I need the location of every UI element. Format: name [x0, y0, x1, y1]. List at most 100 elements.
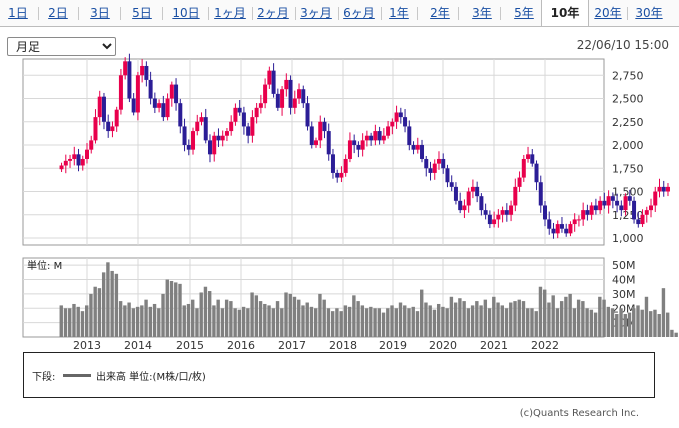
volume-bar [420, 289, 424, 337]
candle-body [543, 205, 547, 220]
volume-tick-label: 30M [612, 288, 636, 301]
volume-bar [564, 296, 568, 337]
tab-2ヶ月[interactable]: 2ヶ月 [257, 6, 289, 20]
candle-body [148, 79, 153, 99]
tab-1ヶ月[interactable]: 1ヶ月 [214, 6, 246, 20]
candle-body [335, 172, 340, 178]
volume-bar [610, 308, 615, 337]
tab-30年[interactable]: 30年 [635, 6, 663, 20]
candle-body [271, 70, 276, 94]
volume-bar [500, 305, 504, 337]
tab-5年[interactable]: 5年 [514, 6, 534, 20]
volume-bar [118, 301, 123, 337]
year-tick-label: 2015 [176, 339, 204, 350]
candle-body [174, 84, 179, 104]
legend-text: 出来高 単位:(M株/口/枚) [96, 372, 206, 383]
candle-body [657, 186, 662, 192]
volume-bar [407, 308, 411, 337]
candle-body [661, 186, 666, 192]
volume-bar [504, 308, 509, 337]
volume-bar [101, 272, 106, 337]
candle-body [526, 154, 531, 159]
tab-10日[interactable]: 10日 [172, 6, 200, 20]
volume-bar [241, 306, 246, 337]
volume-bar [653, 309, 657, 337]
volume-bar [589, 309, 594, 337]
volume-bar [487, 308, 492, 337]
volume-bar [89, 293, 93, 337]
volume-bar [106, 262, 110, 337]
tab-3年[interactable]: 3年 [472, 6, 492, 20]
candle-body [339, 172, 344, 178]
volume-bar [670, 329, 674, 337]
candle-body [250, 117, 255, 136]
candle-body [420, 145, 425, 159]
tab-3日[interactable]: 3日 [90, 6, 110, 20]
volume-bar [394, 308, 398, 337]
volume-bar [360, 305, 365, 337]
volume-bar [530, 308, 534, 337]
volume-bar [72, 303, 76, 337]
volume-bar [364, 308, 369, 337]
candle-body [538, 182, 543, 206]
volume-bar [521, 301, 526, 337]
candle-body [207, 140, 212, 155]
tab-1年[interactable]: 1年 [389, 6, 409, 20]
volume-bar [623, 314, 627, 337]
tab-1日[interactable]: 1日 [8, 6, 28, 20]
candle-body [85, 149, 89, 159]
tab-20年[interactable]: 20年 [594, 6, 622, 20]
candle-body [593, 205, 598, 211]
tab-5日[interactable]: 5日 [132, 6, 152, 20]
candle-body [504, 210, 509, 215]
tab-separator [295, 7, 296, 20]
tab-10年[interactable]: 10年 [541, 0, 589, 26]
volume-bar [462, 301, 466, 337]
volume-bar [314, 308, 318, 337]
candle-body [254, 107, 259, 118]
candle-body [186, 145, 191, 150]
candle-body [636, 219, 641, 225]
year-tick-label: 2014 [124, 339, 152, 350]
candle-body [195, 121, 200, 132]
tab-separator [120, 7, 121, 20]
volume-bar [246, 308, 250, 337]
volume-bar [237, 309, 242, 337]
year-tick-label: 2021 [480, 339, 508, 350]
candle-body [288, 79, 293, 108]
bar-period-select[interactable]: 月足 [7, 37, 116, 56]
tab-2日[interactable]: 2日 [48, 6, 68, 20]
volume-bar [203, 286, 208, 337]
volume-bar [593, 312, 598, 337]
volume-bar [386, 308, 390, 337]
tab-3ヶ月[interactable]: 3ヶ月 [300, 6, 332, 20]
candle-body [644, 210, 649, 215]
volume-panel-frame [22, 257, 605, 338]
candle-body [564, 228, 569, 234]
volume-bar [585, 308, 589, 337]
volume-bar [131, 308, 136, 337]
volume-bar [475, 301, 479, 337]
tab-separator [417, 7, 418, 20]
year-tick-label: 2017 [278, 339, 306, 350]
candle-body [475, 186, 480, 197]
tab-separator [627, 7, 628, 20]
candle-body [203, 117, 208, 141]
volume-bar [263, 303, 267, 337]
candle-body [364, 135, 369, 141]
candle-body [246, 126, 251, 136]
candle-body [343, 158, 348, 173]
volume-bar [445, 308, 449, 337]
tab-separator [162, 7, 163, 20]
candle-body [530, 154, 535, 164]
candle-body [500, 210, 505, 215]
candle-body [68, 158, 73, 161]
volume-bar [292, 296, 297, 337]
timestamp: 22/06/10 15:00 [576, 38, 669, 52]
candle-body [390, 121, 395, 127]
tab-2年[interactable]: 2年 [430, 6, 450, 20]
candle-body [93, 117, 98, 141]
volume-bar [229, 301, 233, 337]
candle-body [161, 103, 166, 118]
tab-6ヶ月[interactable]: 6ヶ月 [343, 6, 375, 20]
